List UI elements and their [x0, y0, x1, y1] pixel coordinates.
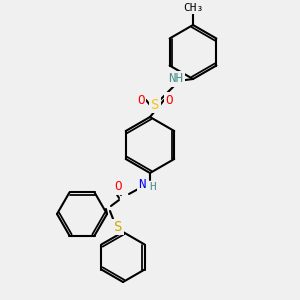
Text: NH: NH [169, 73, 184, 85]
Text: O: O [137, 94, 145, 106]
Text: N: N [138, 178, 146, 191]
Text: O: O [165, 94, 173, 106]
Text: H: H [150, 182, 156, 192]
Text: O: O [114, 181, 122, 194]
Text: CH₃: CH₃ [183, 3, 203, 13]
Text: S: S [114, 220, 122, 234]
Text: S: S [151, 98, 159, 112]
